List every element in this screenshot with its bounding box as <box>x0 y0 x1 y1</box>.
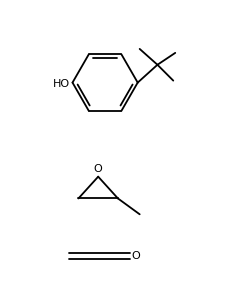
Text: O: O <box>132 251 141 261</box>
Text: HO: HO <box>52 79 69 89</box>
Text: O: O <box>94 164 103 174</box>
